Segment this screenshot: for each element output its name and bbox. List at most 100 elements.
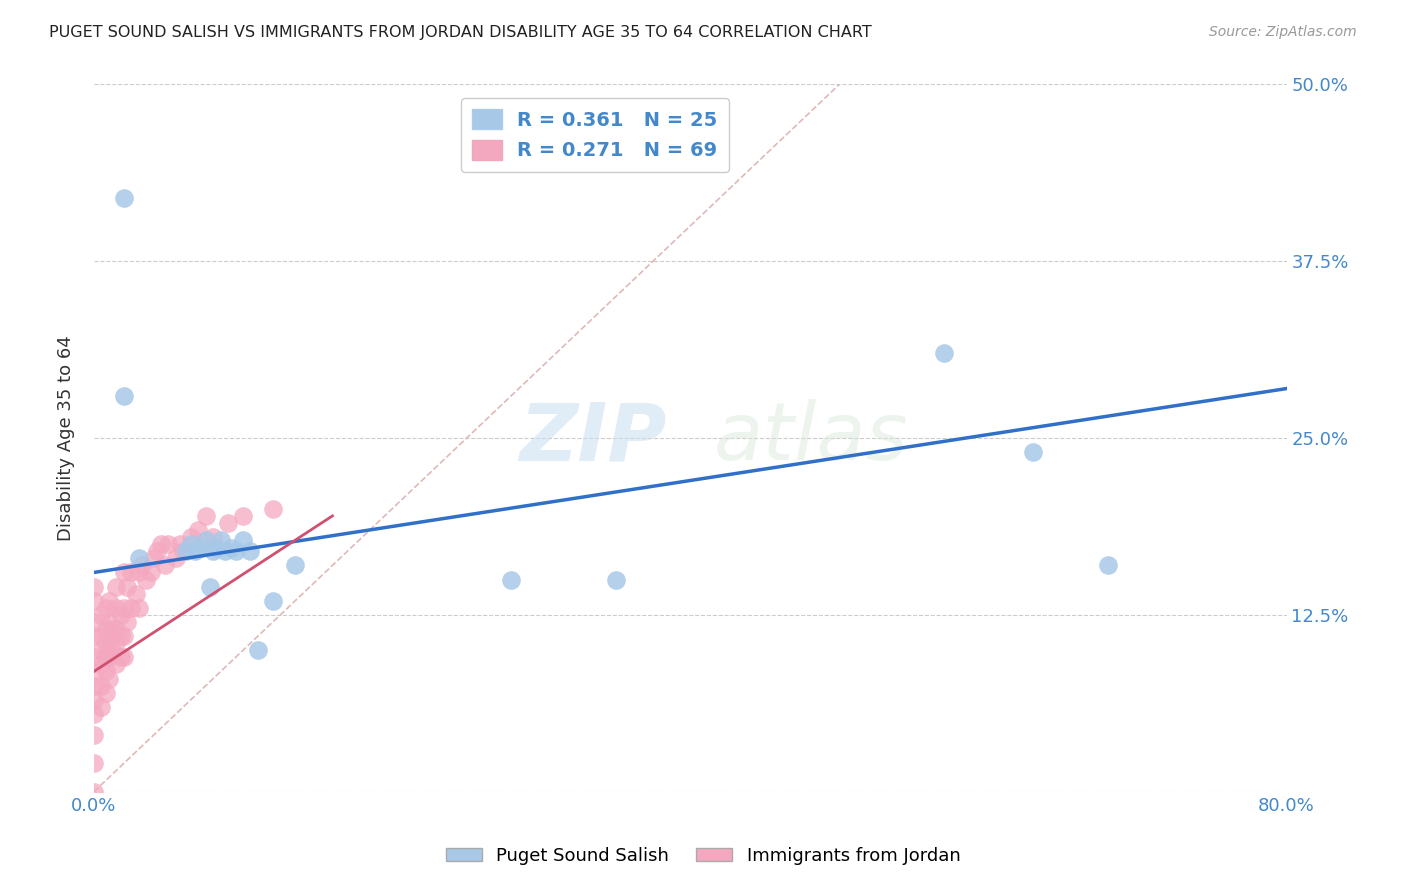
Point bbox=[217, 516, 239, 530]
Text: ZIP: ZIP bbox=[519, 399, 666, 477]
Point bbox=[139, 566, 162, 580]
Point bbox=[83, 629, 105, 643]
Point bbox=[205, 541, 228, 556]
Point bbox=[157, 537, 180, 551]
Point bbox=[94, 665, 117, 679]
Point bbox=[225, 544, 247, 558]
Point bbox=[120, 566, 142, 580]
Point bbox=[90, 679, 112, 693]
Text: Source: ZipAtlas.com: Source: ZipAtlas.com bbox=[1209, 25, 1357, 39]
Point bbox=[120, 600, 142, 615]
Point bbox=[90, 657, 112, 672]
Point bbox=[605, 573, 627, 587]
Point bbox=[142, 551, 165, 566]
Point bbox=[83, 593, 105, 607]
Point bbox=[83, 615, 105, 629]
Point bbox=[501, 573, 523, 587]
Point bbox=[83, 706, 105, 721]
Point bbox=[202, 530, 225, 544]
Point bbox=[262, 501, 284, 516]
Point bbox=[83, 665, 105, 679]
Point bbox=[83, 785, 105, 799]
Point bbox=[180, 530, 202, 544]
Point bbox=[1097, 558, 1119, 573]
Point bbox=[90, 629, 112, 643]
Point bbox=[214, 544, 236, 558]
Point bbox=[131, 558, 153, 573]
Point bbox=[187, 523, 209, 537]
Point bbox=[105, 657, 128, 672]
Point bbox=[209, 533, 232, 547]
Point bbox=[232, 533, 254, 547]
Point bbox=[97, 593, 120, 607]
Point bbox=[202, 544, 225, 558]
Point bbox=[97, 615, 120, 629]
Point bbox=[83, 692, 105, 706]
Point bbox=[105, 622, 128, 636]
Point bbox=[94, 622, 117, 636]
Point bbox=[200, 580, 222, 594]
Point bbox=[110, 650, 132, 665]
Point bbox=[115, 615, 138, 629]
Point bbox=[97, 650, 120, 665]
Point bbox=[165, 551, 187, 566]
Point bbox=[105, 580, 128, 594]
Point bbox=[172, 544, 194, 558]
Point bbox=[112, 650, 135, 665]
Point bbox=[105, 636, 128, 650]
Point bbox=[128, 566, 150, 580]
Legend: Puget Sound Salish, Immigrants from Jordan: Puget Sound Salish, Immigrants from Jord… bbox=[439, 840, 967, 872]
Point bbox=[83, 679, 105, 693]
Point bbox=[232, 508, 254, 523]
Point bbox=[180, 537, 202, 551]
Point bbox=[239, 544, 262, 558]
Point bbox=[97, 643, 120, 657]
Point bbox=[105, 600, 128, 615]
Point bbox=[94, 650, 117, 665]
Point bbox=[194, 508, 217, 523]
Point bbox=[83, 756, 105, 771]
Point bbox=[284, 558, 307, 573]
Point bbox=[112, 191, 135, 205]
Point bbox=[94, 600, 117, 615]
Point bbox=[155, 558, 177, 573]
Point bbox=[97, 672, 120, 686]
Point bbox=[128, 551, 150, 566]
Point bbox=[112, 629, 135, 643]
Point bbox=[83, 728, 105, 742]
Point bbox=[110, 629, 132, 643]
Point bbox=[115, 580, 138, 594]
Point bbox=[150, 537, 173, 551]
Point bbox=[112, 389, 135, 403]
Y-axis label: Disability Age 35 to 64: Disability Age 35 to 64 bbox=[58, 335, 75, 541]
Point bbox=[145, 544, 167, 558]
Point bbox=[135, 573, 157, 587]
Point bbox=[90, 607, 112, 622]
Point bbox=[101, 622, 124, 636]
Point bbox=[101, 643, 124, 657]
Point bbox=[110, 607, 132, 622]
Point bbox=[1022, 445, 1045, 459]
Point bbox=[169, 537, 191, 551]
Text: PUGET SOUND SALISH VS IMMIGRANTS FROM JORDAN DISABILITY AGE 35 TO 64 CORRELATION: PUGET SOUND SALISH VS IMMIGRANTS FROM JO… bbox=[49, 25, 872, 40]
Point bbox=[262, 593, 284, 607]
Text: atlas: atlas bbox=[714, 399, 908, 477]
Point bbox=[83, 650, 105, 665]
Point bbox=[128, 600, 150, 615]
Point bbox=[90, 643, 112, 657]
Point bbox=[219, 541, 242, 556]
Point bbox=[83, 580, 105, 594]
Point bbox=[94, 636, 117, 650]
Point bbox=[90, 699, 112, 714]
Point bbox=[176, 544, 198, 558]
Legend: R = 0.361   N = 25, R = 0.271   N = 69: R = 0.361 N = 25, R = 0.271 N = 69 bbox=[461, 98, 728, 172]
Point bbox=[932, 346, 955, 360]
Point bbox=[112, 566, 135, 580]
Point bbox=[190, 541, 212, 556]
Point bbox=[94, 686, 117, 700]
Point bbox=[246, 643, 269, 657]
Point bbox=[124, 587, 146, 601]
Point bbox=[184, 544, 207, 558]
Point bbox=[112, 600, 135, 615]
Point bbox=[194, 533, 217, 547]
